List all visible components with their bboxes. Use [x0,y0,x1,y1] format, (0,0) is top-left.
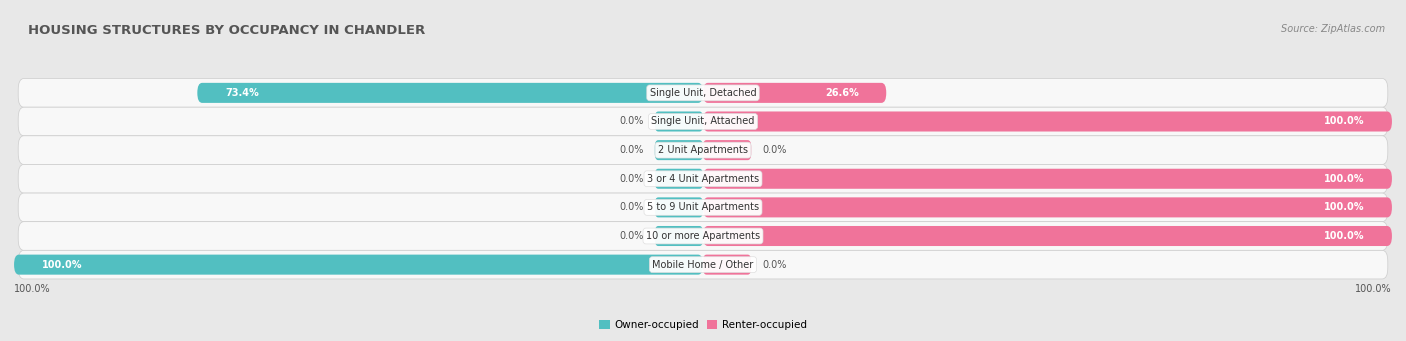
FancyBboxPatch shape [18,78,1388,107]
Text: HOUSING STRUCTURES BY OCCUPANCY IN CHANDLER: HOUSING STRUCTURES BY OCCUPANCY IN CHAND… [28,24,426,37]
FancyBboxPatch shape [703,140,751,160]
FancyBboxPatch shape [703,112,1392,132]
Text: 0.0%: 0.0% [620,231,644,241]
FancyBboxPatch shape [655,169,703,189]
Text: 100.0%: 100.0% [1324,117,1364,127]
FancyBboxPatch shape [14,255,703,275]
FancyBboxPatch shape [703,197,1392,218]
Text: 100.0%: 100.0% [1324,174,1364,184]
Text: 0.0%: 0.0% [620,174,644,184]
FancyBboxPatch shape [703,226,1392,246]
Text: 73.4%: 73.4% [225,88,259,98]
FancyBboxPatch shape [655,226,703,246]
FancyBboxPatch shape [18,222,1388,250]
FancyBboxPatch shape [18,164,1388,193]
Text: 100.0%: 100.0% [1355,284,1392,294]
FancyBboxPatch shape [197,83,703,103]
Text: 100.0%: 100.0% [1324,202,1364,212]
Text: 10 or more Apartments: 10 or more Apartments [645,231,761,241]
Text: 26.6%: 26.6% [825,88,859,98]
Text: 0.0%: 0.0% [620,145,644,155]
Text: 0.0%: 0.0% [762,260,786,270]
Text: 100.0%: 100.0% [42,260,82,270]
Text: 0.0%: 0.0% [620,117,644,127]
Text: 100.0%: 100.0% [14,284,51,294]
Text: Single Unit, Attached: Single Unit, Attached [651,117,755,127]
FancyBboxPatch shape [655,197,703,218]
Text: Mobile Home / Other: Mobile Home / Other [652,260,754,270]
FancyBboxPatch shape [18,193,1388,222]
Text: Single Unit, Detached: Single Unit, Detached [650,88,756,98]
Text: 3 or 4 Unit Apartments: 3 or 4 Unit Apartments [647,174,759,184]
FancyBboxPatch shape [18,107,1388,136]
Text: 2 Unit Apartments: 2 Unit Apartments [658,145,748,155]
FancyBboxPatch shape [703,255,751,275]
Text: 0.0%: 0.0% [620,202,644,212]
FancyBboxPatch shape [655,140,703,160]
FancyBboxPatch shape [703,83,886,103]
Legend: Owner-occupied, Renter-occupied: Owner-occupied, Renter-occupied [599,320,807,330]
FancyBboxPatch shape [703,169,1392,189]
FancyBboxPatch shape [18,250,1388,279]
Text: Source: ZipAtlas.com: Source: ZipAtlas.com [1281,24,1385,34]
Text: 0.0%: 0.0% [762,145,786,155]
Text: 5 to 9 Unit Apartments: 5 to 9 Unit Apartments [647,202,759,212]
FancyBboxPatch shape [18,136,1388,164]
FancyBboxPatch shape [655,112,703,132]
Text: 100.0%: 100.0% [1324,231,1364,241]
